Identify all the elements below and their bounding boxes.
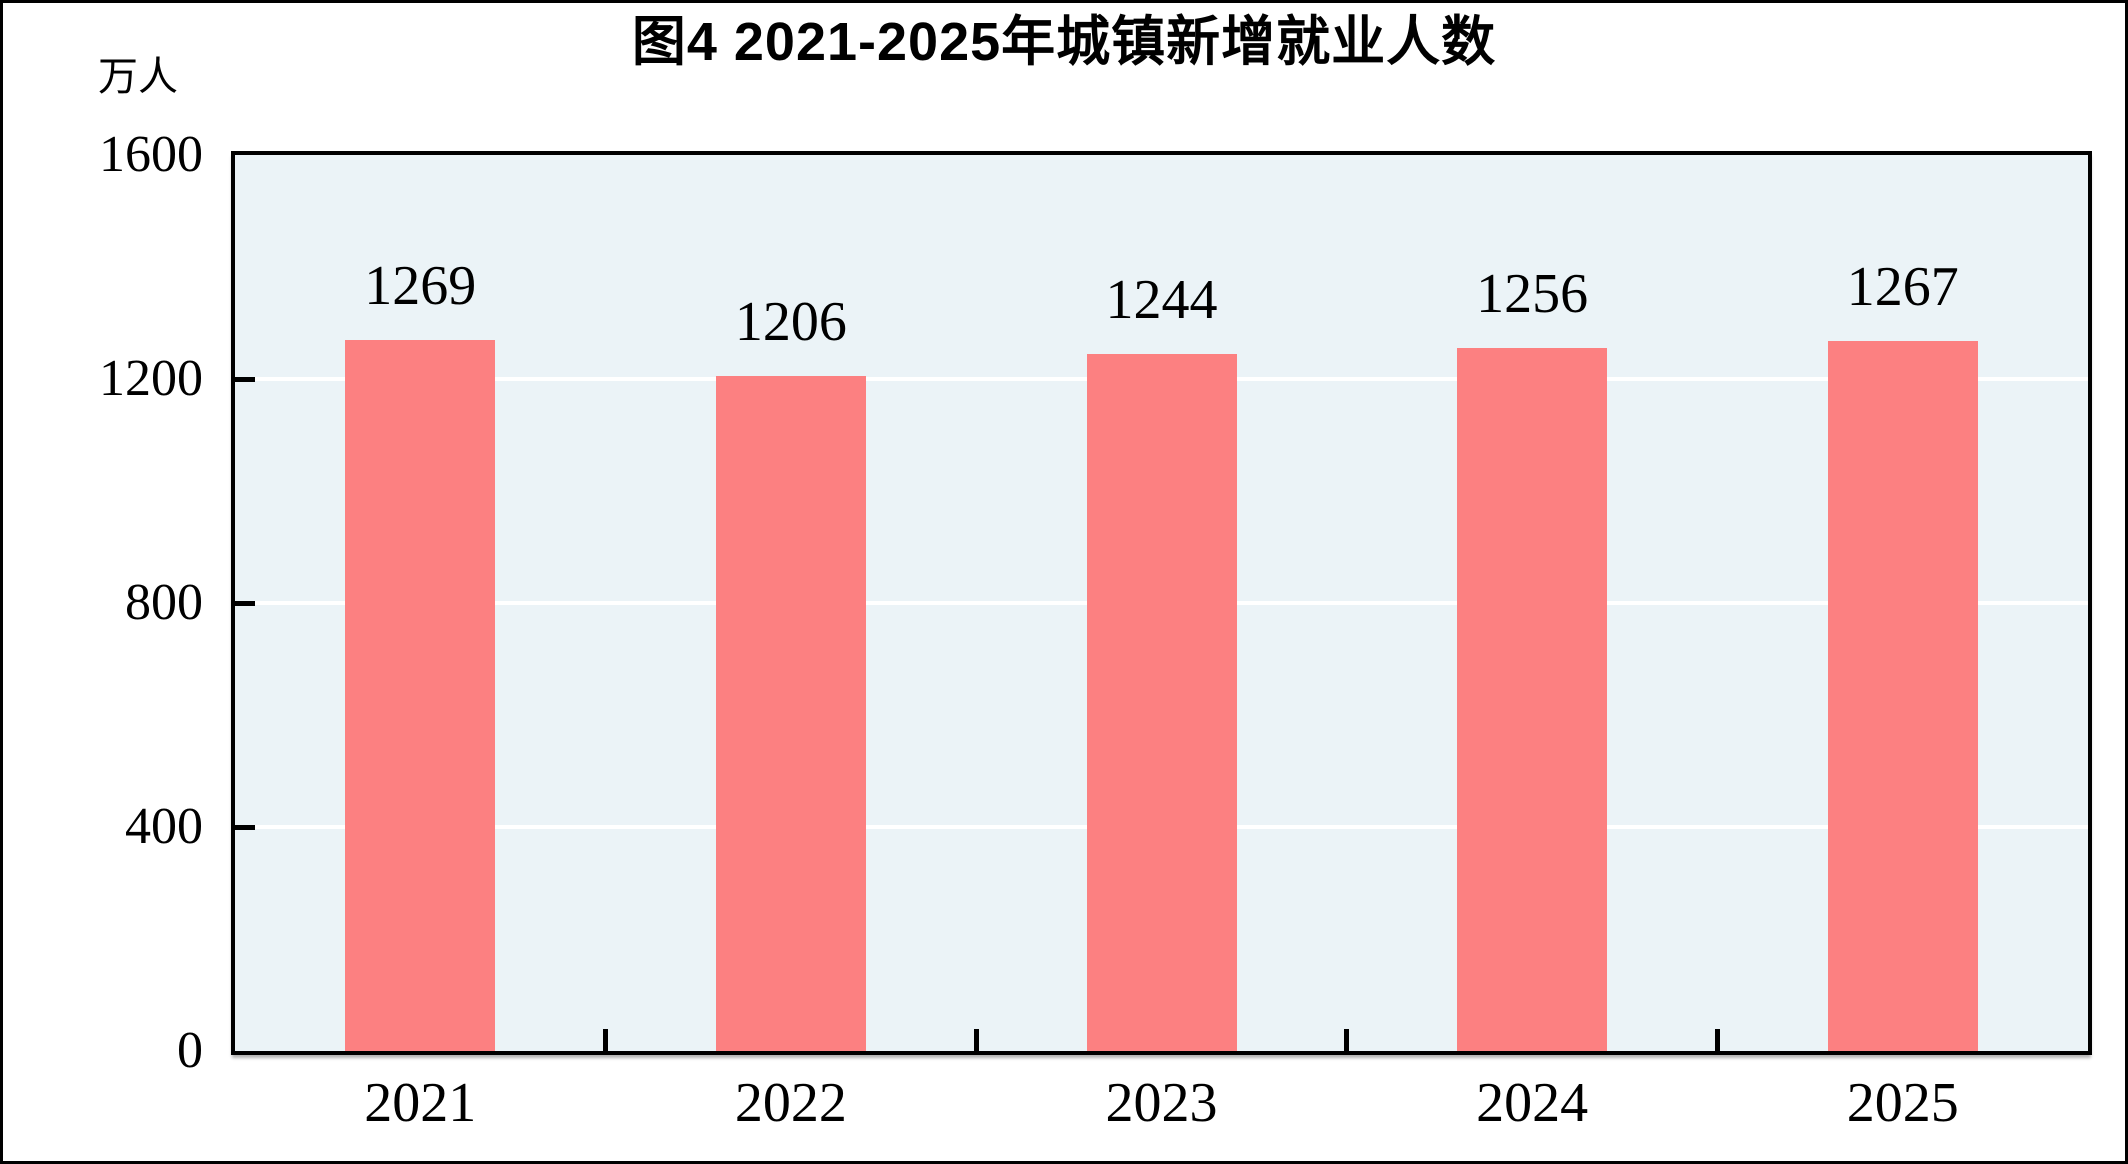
bar-value-label: 1269 (364, 255, 477, 318)
chart-title: 图4 2021-2025年城镇新增就业人数 (631, 12, 1497, 72)
y-axis-unit-label: 万人 (98, 54, 178, 99)
bar-2025 (1827, 341, 1978, 1051)
y-axis-tick-label: 0 (177, 1022, 203, 1079)
y-axis-tick-label: 1200 (99, 350, 203, 407)
y-tick-mark (235, 376, 255, 382)
y-axis-tick-label: 1600 (99, 126, 203, 183)
bar-2023 (1086, 354, 1237, 1051)
x-axis-tick-label: 2022 (734, 1072, 847, 1134)
x-axis-tick-label: 2023 (1105, 1072, 1218, 1134)
x-tick-mark (1714, 1029, 1720, 1051)
bar-value-label: 1267 (1846, 256, 1959, 319)
bar-value-label: 1206 (734, 290, 847, 353)
x-tick-mark (1344, 1029, 1350, 1051)
bar-2022 (715, 375, 866, 1051)
y-tick-mark (235, 824, 255, 830)
bar-2021 (345, 340, 496, 1051)
bar-2024 (1457, 347, 1608, 1051)
x-axis-tick-label: 2024 (1476, 1072, 1589, 1134)
x-tick-mark (603, 1029, 609, 1051)
x-axis-tick-label: 2025 (1846, 1072, 1959, 1134)
y-tick-mark (235, 600, 255, 606)
bar-value-label: 1244 (1105, 269, 1218, 332)
y-axis-tick-labels: 0 400 800 1200 1600 (43, 3, 203, 1161)
y-axis-tick-label: 400 (125, 798, 203, 855)
x-axis-tick-label: 2021 (364, 1072, 477, 1134)
bar-value-label: 1256 (1476, 262, 1589, 325)
plot-area: 1269 1206 1244 1256 1267 (231, 151, 2092, 1055)
y-axis-tick-label: 800 (125, 574, 203, 631)
x-tick-mark (973, 1029, 979, 1051)
